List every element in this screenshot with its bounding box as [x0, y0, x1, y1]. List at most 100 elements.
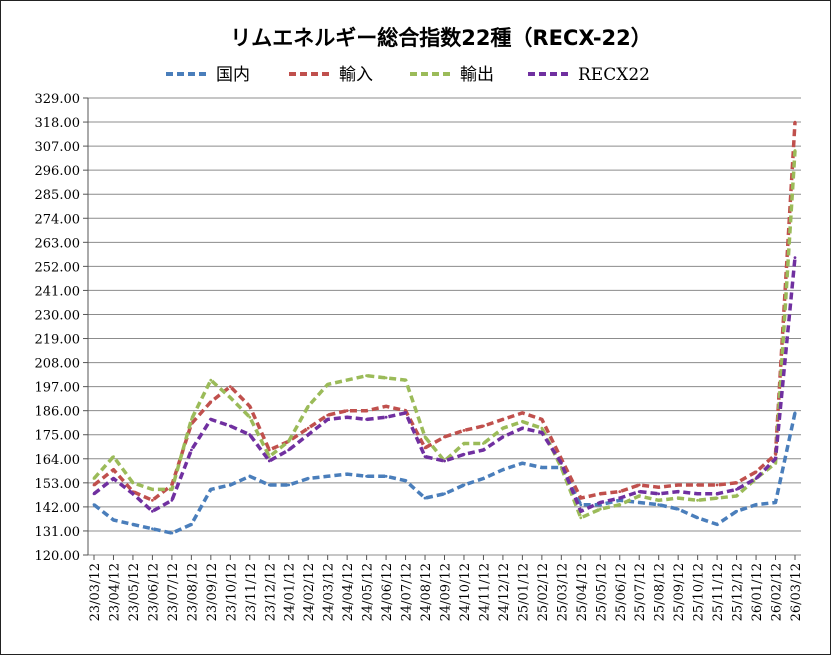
data-point: [618, 490, 622, 493]
data-point: [345, 415, 349, 419]
x-tick-label: 24/03/12: [322, 563, 337, 621]
data-point: [521, 461, 524, 465]
x-tick-label: 24/05/12: [361, 563, 376, 621]
data-point: [793, 256, 797, 259]
data-point: [754, 470, 758, 474]
data-point: [306, 404, 310, 408]
data-point: [248, 415, 252, 419]
data-point: [209, 378, 213, 382]
y-tick-label: 186.00: [35, 405, 81, 420]
y-tick-label: 175.00: [35, 429, 81, 444]
data-point: [365, 374, 368, 378]
data-point: [326, 383, 330, 386]
data-point: [326, 413, 330, 417]
data-point: [404, 479, 407, 483]
data-point: [384, 404, 388, 408]
data-point: [326, 418, 330, 421]
y-tick-label: 153.00: [35, 477, 81, 492]
data-point: [170, 531, 174, 535]
x-axis: 23/03/12 23/04/12 23/05/12 23/06/12 23/07/12…: [88, 555, 804, 621]
x-tick-label: 23/03/12: [88, 563, 103, 621]
data-point: [696, 483, 699, 487]
data-point: [170, 498, 174, 502]
x-tick-label: 24/12/12: [497, 563, 512, 621]
y-tick-label: 274.00: [35, 212, 81, 227]
data-point: [423, 455, 427, 458]
data-point: [657, 485, 661, 489]
y-tick-label: 329.00: [35, 92, 81, 107]
x-tick-label: 24/07/12: [400, 563, 415, 621]
x-tick-label: 25/05/12: [594, 563, 609, 621]
y-tick-label: 230.00: [35, 308, 81, 323]
data-point: [715, 496, 719, 500]
data-point: [696, 498, 699, 502]
x-tick-label: 23/11/12: [244, 563, 259, 621]
x-tick-label: 24/10/12: [458, 563, 473, 621]
data-point: [559, 461, 563, 465]
data-point: [170, 488, 174, 491]
data-point: [267, 459, 271, 463]
data-point: [793, 411, 797, 415]
data-point: [462, 429, 466, 432]
data-point: [365, 474, 368, 478]
data-point: [384, 415, 388, 419]
data-point: [793, 149, 797, 152]
x-tick-label: 24/06/12: [380, 563, 395, 621]
series-line-2: [92, 150, 797, 520]
x-tick-label: 24/02/12: [302, 563, 317, 621]
data-point: [92, 503, 96, 507]
y-tick-label: 208.00: [35, 357, 81, 372]
data-point: [715, 523, 719, 526]
data-point: [151, 509, 154, 513]
data-point: [774, 457, 777, 461]
y-tick-label: 307.00: [35, 140, 81, 155]
data-point: [735, 509, 738, 513]
data-point: [657, 492, 661, 496]
x-tick-label: 24/08/12: [419, 563, 434, 621]
data-point: [735, 488, 738, 491]
legend-label: 輸出: [460, 65, 494, 85]
data-point: [326, 474, 330, 478]
data-point: [209, 400, 213, 404]
data-point: [443, 492, 446, 496]
x-tick-label: 25/08/12: [653, 563, 668, 621]
x-tick-label: 26/03/12: [789, 563, 804, 621]
data-point: [248, 433, 252, 437]
data-point: [462, 483, 466, 487]
x-tick-label: 25/06/12: [614, 563, 629, 621]
data-point: [637, 501, 641, 504]
data-point: [521, 420, 524, 423]
data-point: [482, 448, 485, 452]
x-tick-label: 24/09/12: [439, 563, 454, 621]
data-point: [637, 490, 641, 493]
data-point: [228, 424, 232, 428]
data-point: [190, 418, 193, 421]
x-tick-label: 24/01/12: [283, 563, 298, 621]
data-point: [345, 378, 349, 382]
x-tick-label: 26/01/12: [750, 563, 765, 621]
data-point: [267, 448, 271, 452]
data-point: [774, 453, 777, 456]
x-tick-label: 23/07/12: [166, 563, 181, 621]
data-point: [482, 424, 485, 428]
data-point: [209, 418, 213, 421]
y-tick-label: 241.00: [35, 284, 81, 299]
x-tick-label: 23/04/12: [107, 563, 122, 621]
data-point: [754, 477, 758, 480]
data-point: [462, 442, 466, 445]
data-point: [637, 483, 641, 487]
y-tick-label: 285.00: [35, 188, 81, 203]
data-point: [228, 483, 232, 487]
data-point: [618, 503, 622, 507]
data-point: [521, 411, 524, 415]
data-point: [443, 435, 446, 439]
y-tick-label: 219.00: [35, 333, 81, 348]
data-point: [618, 496, 622, 500]
data-point: [267, 483, 271, 487]
data-point: [423, 446, 427, 450]
data-point: [404, 411, 407, 415]
data-point: [540, 418, 544, 421]
data-point: [112, 455, 115, 458]
